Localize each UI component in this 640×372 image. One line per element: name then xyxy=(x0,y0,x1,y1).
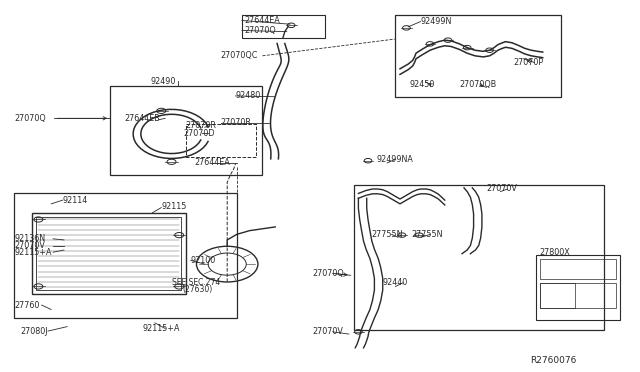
Text: 27070Q: 27070Q xyxy=(14,114,46,123)
Bar xyxy=(536,255,620,320)
Text: 92100: 92100 xyxy=(191,256,216,265)
Bar xyxy=(14,193,237,318)
Bar xyxy=(242,15,325,38)
Text: 27070QB: 27070QB xyxy=(460,80,497,89)
Text: 92499N: 92499N xyxy=(420,17,452,26)
Bar xyxy=(395,15,561,97)
Text: 27644EB: 27644EB xyxy=(125,114,161,123)
Text: 27070Q: 27070Q xyxy=(312,269,344,278)
Text: 27760: 27760 xyxy=(14,301,40,310)
Text: R2760076: R2760076 xyxy=(530,356,576,365)
Text: 27070Q: 27070Q xyxy=(244,26,276,35)
Bar xyxy=(36,217,181,290)
Text: 27070V: 27070V xyxy=(486,185,517,193)
Text: 27070D: 27070D xyxy=(184,129,215,138)
Text: 27070R: 27070R xyxy=(221,118,252,127)
Text: 92114: 92114 xyxy=(63,196,88,205)
Bar xyxy=(354,185,604,330)
Bar xyxy=(540,283,575,308)
Text: 92499NA: 92499NA xyxy=(376,155,413,164)
Text: 92440: 92440 xyxy=(383,278,408,287)
Text: SEE SEC.274: SEE SEC.274 xyxy=(172,278,220,287)
Text: 27644EA: 27644EA xyxy=(194,158,230,167)
Bar xyxy=(540,283,616,308)
Text: 92490: 92490 xyxy=(150,77,176,86)
Text: 92450: 92450 xyxy=(410,80,435,89)
Text: 27800X: 27800X xyxy=(539,248,570,257)
Text: 27070QC: 27070QC xyxy=(221,51,258,60)
Bar xyxy=(110,86,262,175)
Text: (27630): (27630) xyxy=(182,285,212,294)
Text: 27070V: 27070V xyxy=(14,241,45,250)
Text: 27644EA: 27644EA xyxy=(244,16,280,25)
Text: 27755N: 27755N xyxy=(371,230,403,239)
Bar xyxy=(540,259,616,279)
Text: 92115+A: 92115+A xyxy=(142,324,180,333)
Text: 92115+A: 92115+A xyxy=(14,248,52,257)
Text: 27755N: 27755N xyxy=(411,230,442,239)
Text: 92480: 92480 xyxy=(236,92,260,100)
Text: 27070P: 27070P xyxy=(513,58,543,67)
Bar xyxy=(186,124,256,157)
Text: 27070R: 27070R xyxy=(186,121,216,130)
Text: 92136N: 92136N xyxy=(14,234,45,243)
Text: 27080J: 27080J xyxy=(20,327,48,336)
Bar xyxy=(32,213,186,294)
Text: 92115: 92115 xyxy=(161,202,187,211)
Text: 27070V: 27070V xyxy=(312,327,343,336)
